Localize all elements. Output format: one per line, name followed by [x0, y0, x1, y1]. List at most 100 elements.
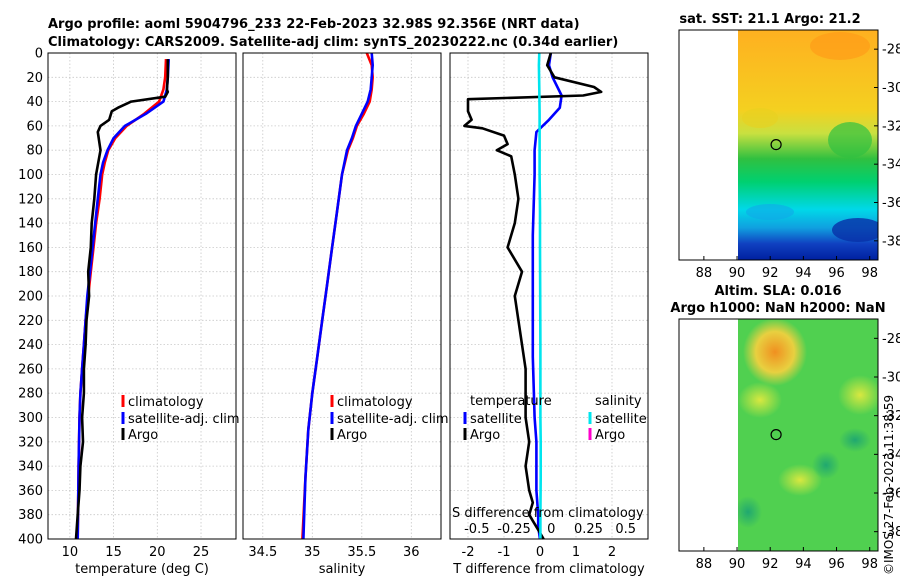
legend-label-climatology: climatology [337, 395, 413, 410]
y-tick-label: 320 [18, 435, 43, 450]
lat-tick-label: -30 [882, 371, 900, 386]
sst-patch [746, 204, 794, 220]
sla-map: 88 90 92 94 96 98 -28 -30 -32 -34 -36 -38 [678, 318, 900, 572]
sla-map-ticks: 88 90 92 94 96 98 -28 -30 -32 -34 -36 -38 [696, 332, 900, 572]
y-tick-label: 400 [18, 533, 43, 548]
top-tick-label: -0.25 [497, 522, 531, 537]
lon-tick-label: 98 [861, 266, 878, 281]
salinity-panel: 34.5 35 35.5 36 salinity [242, 52, 442, 577]
lat-tick-label: -28 [882, 332, 900, 347]
imos-timestamp: ©IMOS 27-Feb-2023 11:38:59 [882, 395, 896, 575]
x-tick-label: 35.5 [347, 545, 376, 560]
x-tick-label: 36 [403, 545, 420, 560]
lat-tick-label: -38 [882, 234, 900, 249]
legend-header-salinity: salinity [595, 394, 642, 409]
x-axis-label: temperature (deg C) [75, 562, 209, 577]
y-tick-label: 300 [18, 411, 43, 426]
y-tick-label: 380 [18, 508, 43, 523]
sla-field [738, 319, 878, 551]
sla-anomaly [738, 382, 782, 418]
lon-tick-label: 98 [861, 557, 878, 572]
y-tick-label: 280 [18, 387, 43, 402]
series-line-argo [74, 59, 170, 540]
x-tick-label: 1 [572, 545, 580, 560]
salinity-legend: climatology satellite-adj. clim Argo [330, 395, 449, 443]
y-tick-label: 240 [18, 338, 43, 353]
x-tick-label: 0 [536, 545, 544, 560]
lon-tick-label: 88 [696, 266, 713, 281]
lat-tick-label: -34 [882, 158, 900, 173]
series-line-t-argo [463, 52, 603, 540]
plot-frame [449, 52, 649, 540]
top-tick-label: -0.5 [464, 522, 489, 537]
sla-anomaly [839, 428, 871, 452]
lon-tick-label: 92 [762, 266, 779, 281]
sla-anomaly [838, 375, 878, 415]
lat-tick-label: -32 [882, 409, 900, 424]
lon-tick-label: 90 [729, 266, 746, 281]
legend-label-t-argo: Argo [470, 428, 500, 443]
lat-tick-label: -32 [882, 119, 900, 134]
sst-patch [828, 122, 872, 158]
y-tick-label: 260 [18, 362, 43, 377]
sla-anomaly [778, 464, 822, 496]
legend-label-s-argo: Argo [595, 428, 625, 443]
legend-header-temperature: temperature [470, 394, 552, 409]
lon-tick-label: 92 [762, 557, 779, 572]
difference-panel: -2 -1 0 1 2 T difference from climatology -0.5… [449, 52, 649, 577]
y-tick-label: 0 [35, 47, 43, 62]
y-tick-label: 40 [26, 95, 43, 110]
x-tick-label: -1 [498, 545, 511, 560]
x-axis-label: T difference from climatology [452, 562, 645, 577]
argo-position-marker [770, 139, 782, 151]
s-difference-axis-label: S difference from climatology [452, 506, 644, 521]
x-tick-label: 34.5 [248, 545, 277, 560]
legend-label-satellite: satellite-adj. clim [337, 412, 449, 427]
argo-position-marker [770, 429, 782, 441]
y-tick-label: 120 [18, 192, 43, 207]
sla-anomaly [812, 451, 840, 479]
sla-map-border [678, 318, 879, 552]
temperature-legend: climatology satellite-adj. clim Argo [121, 395, 240, 443]
legend-label-s-satellite: satellite [595, 412, 647, 427]
legend-label-satellite: satellite-adj. clim [128, 412, 240, 427]
lat-tick-label: -36 [882, 196, 900, 211]
x-tick-label: 20 [149, 545, 166, 560]
x-tick-label: 15 [105, 545, 122, 560]
lon-tick-label: 94 [795, 557, 812, 572]
lat-tick-label: -30 [882, 81, 900, 96]
sla-anomaly [738, 496, 762, 528]
legend-label-argo: Argo [128, 428, 158, 443]
y-tick-label: 340 [18, 460, 43, 475]
x-tick-label: 35 [304, 545, 321, 560]
lon-tick-label: 90 [729, 557, 746, 572]
sla-map-title-line1: Altim. SLA: 0.016 [715, 284, 842, 299]
lon-tick-label: 88 [696, 557, 713, 572]
sst-patch [832, 218, 878, 242]
temperature-panel: 0 20 40 60 80 100 120 140 160 180 200 220 240 260 280 3… [18, 47, 237, 577]
y-tick-label: 140 [18, 217, 43, 232]
y-tick-label: 20 [26, 71, 43, 86]
lat-tick-label: -38 [882, 525, 900, 540]
sst-patch [742, 108, 778, 128]
lat-tick-label: -28 [882, 43, 900, 58]
top-tick-label: 0.5 [615, 522, 636, 537]
x-tick-label: 25 [193, 545, 210, 560]
lat-tick-label: -36 [882, 487, 900, 502]
legend-label-argo: Argo [337, 428, 367, 443]
plot-frame [242, 52, 442, 540]
y-tick-label: 160 [18, 241, 43, 256]
lon-tick-label: 94 [795, 266, 812, 281]
figure-title-line2: Climatology: CARS2009. Satellite-adj cli… [48, 35, 618, 50]
x-axis-label: salinity [319, 562, 366, 577]
sla-anomaly [743, 319, 807, 386]
y-tick-label: 360 [18, 484, 43, 499]
top-tick-label: 0.25 [574, 522, 603, 537]
y-tick-label: 180 [18, 265, 43, 280]
series-line-t-satellite [531, 52, 563, 540]
sst-field [738, 30, 878, 260]
x-tick-label: 2 [608, 545, 616, 560]
plot-frame [47, 52, 237, 540]
x-tick-label: 10 [62, 545, 79, 560]
